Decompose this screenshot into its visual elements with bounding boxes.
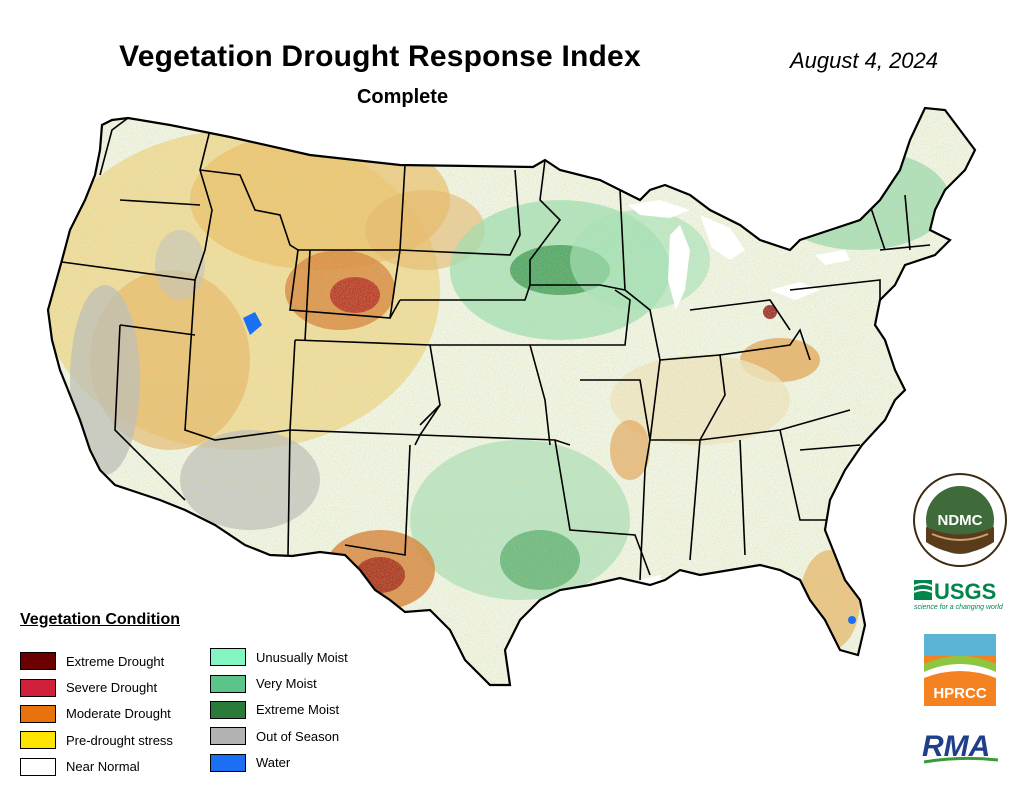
usgs-logo-text: USGS: [934, 579, 996, 604]
legend-item-unusually-moist: Unusually Moist: [210, 644, 348, 670]
legend-label: Very Moist: [256, 676, 317, 692]
legend-label: Water: [256, 755, 291, 771]
legend-label: Unusually Moist: [256, 649, 348, 665]
ndmc-logo-text: NDMC: [938, 512, 983, 529]
legend-label: Out of Season: [256, 728, 340, 744]
rma-logo: RMA: [922, 730, 999, 764]
map-date: August 4, 2024: [790, 48, 939, 73]
legend-swatch: [210, 674, 246, 693]
usgs-tagline: science for a changing world: [914, 604, 1004, 611]
legend-label: Pre-drought stress: [66, 732, 173, 748]
hprcc-logo-text: HPRCC: [933, 685, 987, 702]
ndmc-logo: NDMC: [913, 473, 1007, 567]
legend-title: Vegetation Condition: [20, 611, 180, 628]
legend-label: Extreme Moist: [256, 702, 340, 718]
legend-item-moderate-drought: Moderate Drought: [20, 701, 173, 727]
legend-swatch: [20, 678, 56, 697]
legend-label: Near Normal: [66, 759, 140, 775]
legend-item-pre-drought-stress: Pre-drought stress: [20, 727, 173, 753]
legend-swatch: [20, 652, 56, 671]
legend-item-water: Water: [210, 750, 348, 776]
legend-label: Extreme Drought: [66, 653, 165, 669]
hprcc-logo: HPRCC: [924, 634, 996, 706]
legend-swatch: [20, 704, 56, 723]
legend-item-very-moist: Very Moist: [210, 670, 348, 696]
legend-item-extreme-moist: Extreme Moist: [210, 697, 348, 723]
vegetation-condition-layer: [48, 108, 975, 685]
map-title: Vegetation Drought Response Index: [119, 40, 641, 73]
legend-label: Moderate Drought: [66, 706, 171, 722]
legend-item-out-of-season: Out of Season: [210, 723, 348, 749]
legend-swatch: [210, 648, 246, 667]
legend-swatch: [210, 753, 246, 772]
legend-swatch: [210, 700, 246, 719]
legend-label: Severe Drought: [66, 680, 158, 696]
map-subtitle: Complete: [356, 86, 449, 108]
legend-swatch: [210, 727, 246, 746]
legend-column-1: Extreme Drought Severe Drought Moderate …: [20, 648, 173, 780]
usgs-logo: USGS science for a changing world: [913, 579, 1004, 611]
legend-item-severe-drought: Severe Drought: [20, 674, 173, 700]
legend-item-extreme-drought: Extreme Drought: [20, 648, 173, 674]
legend-swatch: [20, 731, 56, 750]
legend-swatch: [20, 757, 56, 776]
legend-item-near-normal: Near Normal: [20, 754, 173, 780]
legend-column-2: Unusually Moist Very Moist Extreme Moist…: [210, 644, 348, 776]
